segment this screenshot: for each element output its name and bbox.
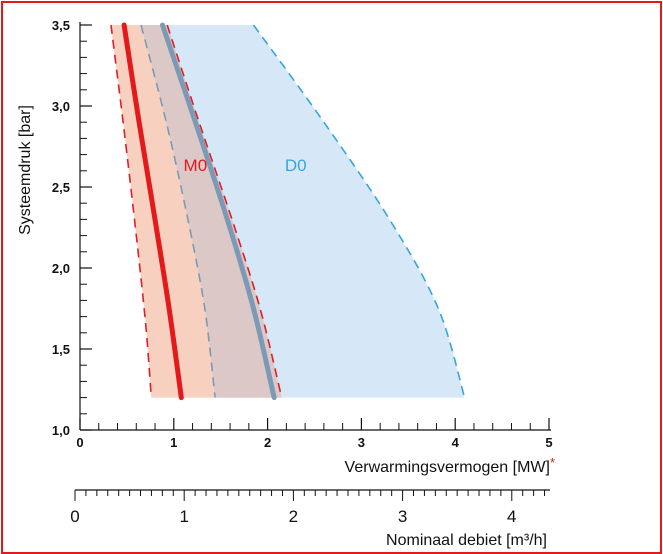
x-tick-label: 4: [452, 435, 460, 450]
x-tick-label: 0: [76, 435, 83, 450]
x-axis-title-text: Verwarmingsvermogen [MW]: [345, 459, 550, 476]
x-tick-label: 3: [358, 435, 365, 450]
x2-tick-label: 0: [70, 507, 79, 526]
y-tick-label: 3,0: [52, 99, 70, 114]
series-label-d0: D0: [285, 156, 307, 175]
y-tick-label: 2,0: [52, 261, 70, 276]
x2-tick-label: 3: [398, 507, 407, 526]
series-label-m0: M0: [184, 156, 208, 175]
x-tick-label: 5: [545, 435, 552, 450]
bands-layer: [111, 25, 465, 398]
y-tick-label: 1,0: [52, 423, 70, 438]
y-tick-label: 1,5: [52, 342, 70, 357]
y-tick-label: 3,5: [52, 18, 70, 33]
x2-tick-label: 4: [507, 507, 516, 526]
y-axis-title: Systeemdruk [bar]: [17, 105, 34, 235]
x2-tick-label: 1: [179, 507, 188, 526]
x2-tick-label: 2: [289, 507, 298, 526]
y-tick-label: 2,5: [52, 180, 70, 195]
x-axis-title: Verwarmingsvermogen [MW]*: [345, 455, 555, 476]
x-tick-label: 1: [170, 435, 177, 450]
x2-axis-title: Nominaal debiet [m³/h]: [386, 532, 547, 549]
x-tick-label: 2: [264, 435, 271, 450]
x-axis-title-marker: *: [550, 455, 555, 470]
